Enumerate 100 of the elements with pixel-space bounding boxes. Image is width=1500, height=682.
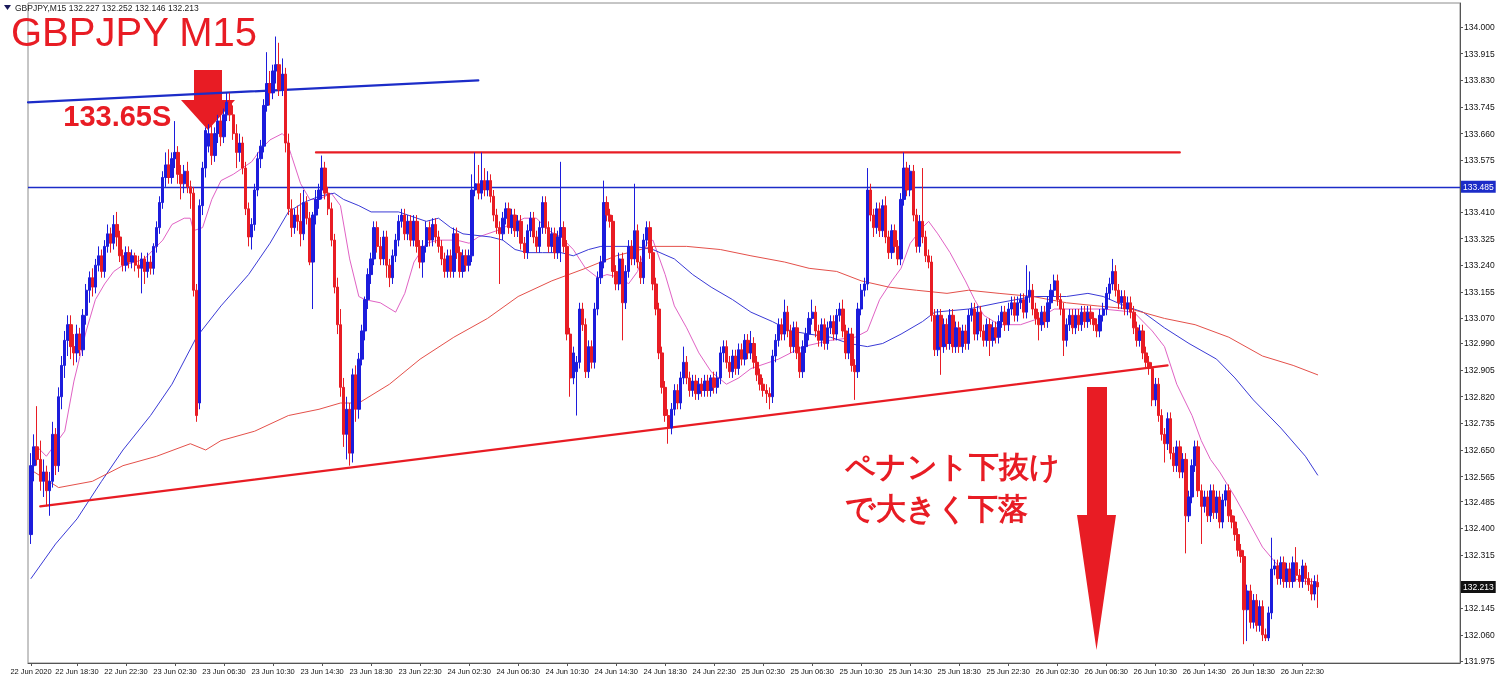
- candlestick: [302, 189, 305, 241]
- candlestick: [734, 349, 737, 376]
- candlestick: [1022, 292, 1025, 319]
- y-tick-label: 133.240: [1464, 260, 1495, 271]
- candlestick: [183, 164, 186, 194]
- y-tick-label: 132.315: [1464, 549, 1495, 560]
- candlestick: [1255, 593, 1258, 633]
- y-tick-label: 133.830: [1464, 75, 1495, 86]
- candlestick: [277, 42, 281, 97]
- candlestick: [590, 339, 593, 370]
- ref-line-label: 133.485: [1463, 181, 1494, 192]
- candlestick: [694, 374, 698, 401]
- y-tick-label: 134.000: [1464, 22, 1495, 33]
- candlestick: [1261, 599, 1264, 642]
- candlestick: [1120, 289, 1123, 310]
- candlestick: [1077, 308, 1080, 332]
- candlestick: [743, 333, 747, 366]
- candlestick: [832, 314, 835, 341]
- candlestick: [1181, 452, 1185, 479]
- candlestick: [1025, 264, 1028, 319]
- candlestick: [486, 170, 489, 197]
- candlestick: [1282, 556, 1286, 589]
- y-tick-label: 132.565: [1464, 471, 1495, 482]
- annotation: GBPJPY,M15 132.227 132.252 132.146 132.213: [15, 2, 199, 13]
- candlestick: [112, 214, 115, 251]
- candlestick: [991, 321, 995, 348]
- y-tick-label: 131.975: [1464, 656, 1495, 667]
- candlestick: [1080, 305, 1083, 332]
- candlestick: [1215, 490, 1218, 520]
- candlestick: [958, 321, 961, 354]
- candlestick: [406, 214, 410, 241]
- candlestick: [1154, 377, 1157, 407]
- candlestick: [464, 249, 468, 272]
- candlestick: [559, 161, 563, 263]
- candlestick: [351, 368, 354, 464]
- candlestick: [281, 57, 284, 97]
- candlestick: [100, 249, 103, 279]
- candlestick: [137, 255, 140, 279]
- candlestick: [167, 148, 171, 185]
- candlestick: [75, 324, 79, 363]
- annotation: 132.213: [1463, 581, 1494, 592]
- candlestick: [1126, 296, 1129, 316]
- candlestick: [480, 151, 483, 200]
- candlestick: [130, 249, 134, 269]
- candlestick: [1288, 562, 1292, 589]
- y-tick-label: 133.575: [1464, 155, 1495, 166]
- candlestick: [1040, 305, 1044, 332]
- candlestick: [1123, 289, 1126, 316]
- candlestick: [1203, 490, 1206, 514]
- candlestick: [709, 374, 713, 398]
- candlestick: [1138, 324, 1142, 348]
- candlestick: [1249, 584, 1252, 630]
- y-tick-label: 132.400: [1464, 523, 1495, 534]
- candlestick: [345, 396, 348, 460]
- candlestick: [42, 458, 45, 498]
- y-tick-label: 133.915: [1464, 48, 1495, 59]
- candlestick: [905, 161, 909, 197]
- candlestick: [737, 342, 740, 376]
- candlestick: [633, 183, 636, 266]
- y-tick-label: 133.660: [1464, 128, 1495, 139]
- candlestick: [446, 249, 449, 279]
- candlestick: [768, 386, 771, 410]
- candlestick: [749, 330, 753, 360]
- line-series: [33, 245, 1319, 489]
- candlestick: [268, 70, 272, 106]
- y-tick-label: 132.485: [1464, 496, 1495, 507]
- y-tick-label: 132.145: [1464, 603, 1495, 614]
- candlestick: [507, 202, 511, 235]
- candlestick: [1316, 574, 1319, 609]
- candlestick: [961, 324, 964, 354]
- candlestick: [127, 245, 131, 269]
- candlestick: [1184, 452, 1188, 554]
- candlestick: [630, 239, 633, 266]
- candlestick: [878, 202, 881, 238]
- candlestick: [1071, 308, 1074, 335]
- candlestick: [939, 308, 943, 376]
- candlestick: [143, 255, 146, 285]
- candlestick: [1252, 593, 1255, 630]
- candlestick: [976, 305, 979, 341]
- candlestick: [973, 302, 976, 341]
- candlestick: [697, 377, 701, 401]
- candlestick: [712, 371, 716, 395]
- candlestick: [483, 167, 486, 197]
- candlestick: [746, 333, 750, 360]
- candlestick: [954, 321, 958, 354]
- candlestick: [1175, 440, 1178, 473]
- candlestick: [452, 227, 456, 279]
- candlestick: [1276, 559, 1280, 586]
- candlestick: [964, 324, 967, 351]
- candlestick: [124, 245, 128, 272]
- candlestick: [587, 339, 590, 379]
- candlestick: [1212, 483, 1215, 520]
- y-tick-label: 132.820: [1464, 391, 1495, 402]
- candlestick: [140, 252, 143, 294]
- candlestick: [403, 208, 406, 241]
- candlestick: [428, 220, 431, 247]
- candlestick: [91, 267, 94, 298]
- candlestick: [1291, 556, 1295, 589]
- candlestick: [676, 383, 679, 410]
- candlestick: [146, 252, 149, 279]
